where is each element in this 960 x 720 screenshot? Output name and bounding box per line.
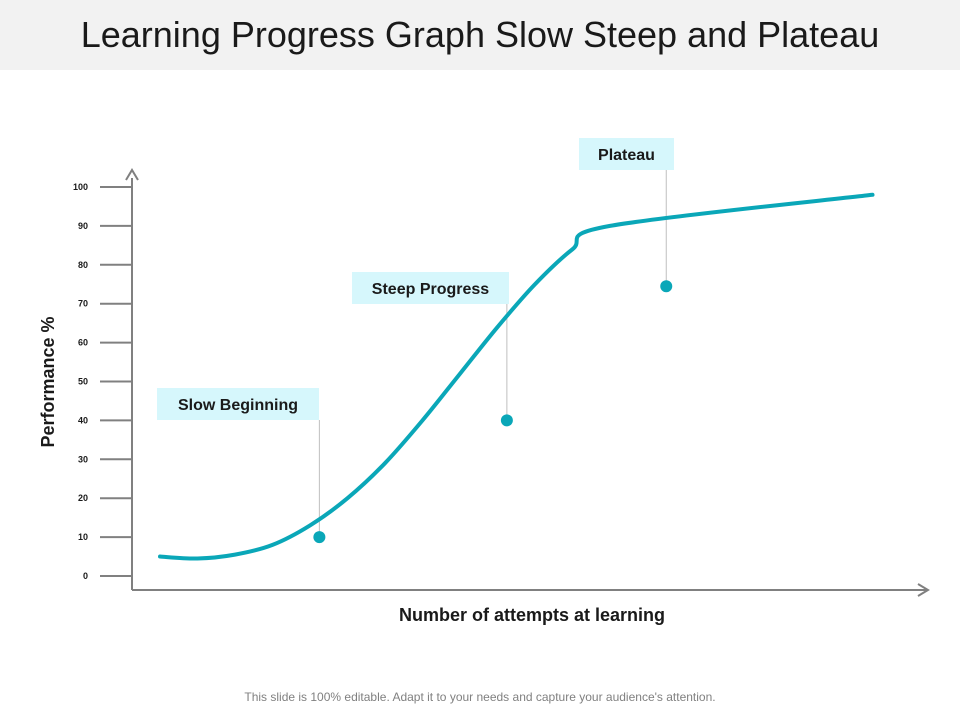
x-axis — [132, 583, 930, 597]
y-tick-label: 40 — [78, 415, 88, 425]
y-tick-label: 80 — [78, 260, 88, 270]
x-axis-arrow-icon — [917, 583, 930, 597]
y-tick-label: 90 — [78, 221, 88, 231]
y-tick-label: 10 — [78, 532, 88, 542]
y-axis-label: Performance % — [38, 316, 58, 447]
learning-curve — [158, 192, 875, 561]
callouts: Slow Beginning Steep Progress Plateau — [157, 138, 674, 420]
learning-progress-chart: 0 10 20 30 40 50 60 70 80 90 100 Slow Beginning Ste… — [38, 138, 930, 625]
y-tick-label: 0 — [83, 571, 88, 581]
page-title: Learning Progress Graph Slow Steep and P… — [80, 14, 880, 55]
y-axis: 0 10 20 30 40 50 60 70 80 90 100 — [73, 168, 139, 590]
y-tick-label: 30 — [78, 454, 88, 464]
milestone-points — [313, 280, 673, 544]
curve-line — [158, 192, 875, 561]
y-axis-arrow-icon — [125, 168, 139, 181]
callout-box: Slow Beginning — [157, 388, 319, 420]
callout-background — [579, 138, 674, 170]
y-tick-label: 70 — [78, 299, 88, 309]
y-tick-label: 60 — [78, 338, 88, 348]
milestone-point — [313, 531, 326, 544]
callout-box: Plateau — [579, 138, 674, 170]
y-tick-label: 100 — [73, 182, 88, 192]
milestone-point — [660, 280, 673, 293]
callout-background — [352, 272, 509, 304]
x-axis-label: Number of attempts at learning — [399, 605, 665, 625]
title-bar: Learning Progress Graph Slow Steep and P… — [0, 0, 960, 70]
y-tick-label: 20 — [78, 493, 88, 503]
callout-background — [157, 388, 319, 420]
callout-label: Steep Progress — [372, 281, 489, 298]
footer-note: This slide is 100% editable. Adapt it to… — [244, 690, 716, 704]
callout-label: Slow Beginning — [178, 397, 298, 414]
y-tick-label: 50 — [78, 377, 88, 387]
callout-box: Steep Progress — [352, 272, 509, 304]
milestone-point — [500, 414, 513, 427]
callout-label: Plateau — [598, 147, 655, 164]
